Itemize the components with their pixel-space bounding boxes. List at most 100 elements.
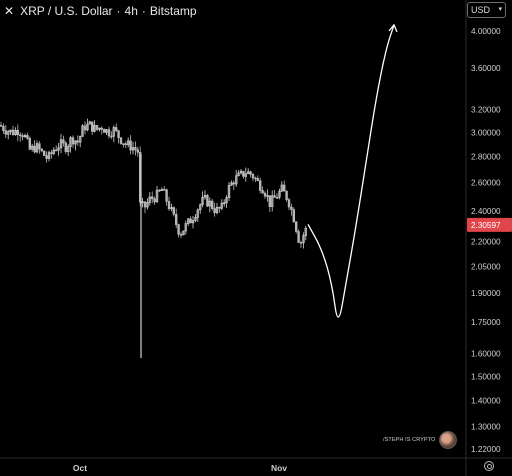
price-axis-tick-label: 1.75000 [471, 318, 501, 327]
candle-body [261, 190, 264, 194]
currency-dropdown[interactable]: USD ▾ [467, 2, 506, 18]
candle-body [124, 143, 128, 145]
candle-body [122, 143, 125, 145]
candle-body [134, 147, 137, 151]
candle-body [100, 127, 104, 130]
watermark: /STEPH IS CRYPTO [383, 431, 458, 449]
candle-body [225, 197, 228, 204]
candle-body [249, 171, 252, 175]
arrowhead-stroke [388, 23, 398, 33]
candle-body [91, 121, 94, 132]
candle-body [98, 127, 101, 130]
candle-body [71, 137, 75, 145]
candle-body [148, 196, 151, 203]
interval-label[interactable]: 4h [124, 4, 138, 18]
candle-body [179, 234, 183, 236]
candle-body [167, 201, 171, 210]
candle-body [187, 218, 190, 224]
candle-body [304, 227, 307, 236]
candle-body [196, 209, 199, 218]
gear-icon[interactable] [484, 461, 494, 471]
candle-body [237, 172, 240, 177]
price-axis-tick-label: 3.00000 [471, 128, 501, 137]
candle-body [278, 190, 281, 198]
price-axis-tick-label: 2.60000 [471, 179, 501, 188]
price-axis-tick-label: 1.30000 [471, 423, 501, 432]
chevron-down-icon: ▾ [498, 6, 502, 13]
price-axis[interactable]: 4.00000 3.60000 3.20000 3.00000 2.80000 2.600… [471, 27, 501, 454]
candle-body [103, 129, 106, 133]
time-axis-tick-label: Oct [73, 463, 87, 473]
price-axis-tick-label: 1.90000 [471, 289, 501, 298]
candle-body [33, 145, 36, 153]
candle-series [0, 118, 307, 358]
candle-body [54, 149, 58, 152]
candle-body [81, 125, 84, 137]
candle-body [223, 202, 226, 205]
candle-body [230, 182, 233, 186]
candle-body [52, 149, 56, 154]
candle-body [57, 147, 60, 151]
candle-body [302, 235, 305, 244]
candle-body [50, 152, 53, 154]
time-axis[interactable]: Oct Nov [73, 463, 287, 473]
candle-body [182, 230, 185, 236]
candle-body [6, 131, 10, 135]
candle-body [136, 149, 139, 153]
candle-body [194, 217, 197, 221]
candle-body [105, 129, 108, 133]
candle-body [275, 196, 279, 199]
candle-body [189, 218, 192, 224]
price-axis-tick-label: 1.60000 [471, 350, 501, 359]
candle-body [30, 145, 34, 150]
price-axis-tick-label: 3.20000 [471, 106, 501, 115]
candle-body [175, 213, 178, 225]
candle-body [297, 231, 300, 243]
close-icon[interactable]: ✕ [4, 4, 15, 18]
candle-body [287, 199, 291, 208]
candle-body [270, 195, 274, 207]
candle-body [64, 142, 68, 152]
candle-body [4, 130, 8, 135]
candle-body [0, 124, 3, 127]
watermark-logo [439, 431, 458, 449]
candle-body [165, 189, 168, 202]
candle-body [247, 171, 250, 175]
candle-body [206, 195, 209, 207]
candle-body [153, 198, 156, 203]
candle-body [110, 135, 113, 138]
candle-body [258, 180, 262, 191]
price-axis-tick-label: 3.60000 [471, 64, 501, 73]
candle-body [28, 138, 31, 150]
price-axis-tick-label: 1.40000 [471, 397, 501, 406]
header-separator: · [116, 4, 121, 18]
candle-body [290, 206, 293, 210]
candle-body [83, 125, 87, 131]
candle-body [163, 189, 166, 191]
candle-body [155, 189, 159, 203]
candle-body [282, 184, 286, 192]
candle-body [107, 129, 111, 137]
candle-body [112, 127, 116, 137]
candle-body [242, 170, 245, 177]
candle-body [203, 195, 207, 198]
candle-body [119, 137, 123, 144]
symbol-title[interactable]: XRP / U.S. Dollar [20, 4, 113, 18]
candle-body [266, 195, 269, 197]
candle-body [143, 201, 147, 208]
candle-body [218, 206, 221, 209]
candle-body [38, 143, 41, 150]
candle-body [88, 121, 92, 125]
candle-body [227, 185, 231, 198]
candle-body [220, 202, 223, 209]
candle-body [35, 143, 39, 153]
candle-body [268, 195, 271, 207]
candle-body [251, 174, 255, 179]
candle-body [59, 139, 63, 149]
candle-body [23, 135, 27, 138]
price-tag-background [467, 217, 512, 232]
candle-body [93, 125, 96, 132]
candle-body [256, 178, 259, 181]
candle-body [16, 130, 19, 136]
